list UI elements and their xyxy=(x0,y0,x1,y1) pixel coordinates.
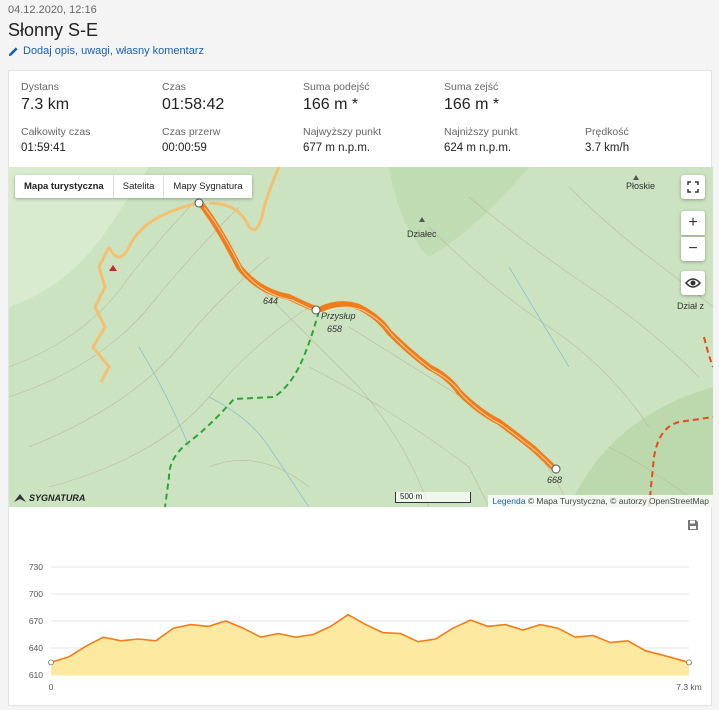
stat-descent: Suma zejść 166 m * xyxy=(444,81,584,114)
zoom-out-button[interactable]: − xyxy=(681,237,705,261)
map-label-668: 668 xyxy=(547,475,563,485)
elevation-chart[interactable]: 730 700 670 640 610 0 7.3 km xyxy=(9,541,713,701)
stat-label: Całkowity czas xyxy=(21,126,91,138)
stat-label: Najniższy punkt xyxy=(444,126,518,138)
plus-icon: + xyxy=(688,214,698,231)
stat-value: 624 m n.p.m. xyxy=(444,142,512,154)
y-tick-label: 610 xyxy=(29,670,43,680)
y-tick-label: 730 xyxy=(29,562,43,572)
stat-lowest-point: Najniższy punkt 624 m n.p.m. xyxy=(444,126,584,154)
stat-highest-point: Najwyższy punkt 677 m n.p.m. xyxy=(303,126,443,154)
stat-label: Suma podejść xyxy=(303,81,370,93)
pencil-icon xyxy=(8,46,18,56)
map-label-644: 644 xyxy=(263,296,279,306)
attribution-text: © Mapa Turystyczna, © autorzy OpenStreet… xyxy=(527,496,709,506)
stat-label: Prędkość xyxy=(585,126,629,138)
fullscreen-icon xyxy=(687,181,699,193)
layers-button[interactable] xyxy=(681,271,705,295)
elevation-point xyxy=(686,659,692,666)
activity-card: Dystans 7.3 km Czas 01:58:42 Suma podejś… xyxy=(8,70,713,706)
y-tick-label: 670 xyxy=(29,616,43,626)
elevation-area xyxy=(51,614,689,675)
stat-value: 677 m n.p.m. xyxy=(303,142,371,154)
map-label-ploskie: Płoskie xyxy=(626,181,656,191)
elevation-point xyxy=(48,659,54,666)
add-comment-label: Dodaj opis, uwagi, własny komentarz xyxy=(23,45,204,57)
stat-speed: Prędkość 3.7 km/h xyxy=(585,126,719,154)
stat-label: Czas przerw xyxy=(162,126,221,138)
stat-label: Suma zejść xyxy=(444,81,499,93)
save-icon[interactable] xyxy=(687,519,699,531)
x-start-label: 0 xyxy=(49,682,54,692)
stat-value: 166 m * xyxy=(444,96,500,113)
stat-label: Czas xyxy=(162,81,186,93)
stat-value: 3.7 km/h xyxy=(585,142,630,154)
stat-break-time: Czas przerw 00:00:59 xyxy=(162,126,302,154)
stat-label: Najwyższy punkt xyxy=(303,126,382,138)
x-end-label: 7.3 km xyxy=(676,682,702,692)
map-scale: 500 m xyxy=(395,492,471,503)
add-comment-link[interactable]: Dodaj opis, uwagi, własny komentarz xyxy=(8,45,204,57)
eye-icon xyxy=(685,278,701,288)
stat-value: 01:58:42 xyxy=(162,96,225,113)
bird-icon xyxy=(14,494,26,502)
stat-value: 01:59:41 xyxy=(21,142,66,154)
legend-link[interactable]: Legenda xyxy=(492,496,526,506)
stat-value: 00:00:59 xyxy=(162,142,207,154)
map-label-przyslup-height: 658 xyxy=(327,324,343,334)
map-label-przyslup: Przysłup xyxy=(321,311,356,321)
stat-distance: Dystans 7.3 km xyxy=(21,81,161,114)
tab-satellite[interactable]: Satelita xyxy=(114,175,165,198)
fullscreen-button[interactable] xyxy=(681,175,705,199)
map-type-tabs: Mapa turystyczna Satelita Mapy Sygnatura xyxy=(15,175,252,198)
activity-date: 04.12.2020, 12:16 xyxy=(8,4,97,16)
route-map[interactable]: Działec Płoskie Przysłup 658 644 668 Dzi… xyxy=(9,167,713,507)
logo-text: SYGNATURA xyxy=(29,493,86,503)
tab-tourist-map[interactable]: Mapa turystyczna xyxy=(15,175,114,198)
tab-sygnatura-maps[interactable]: Mapy Sygnatura xyxy=(173,181,243,192)
zoom-in-button[interactable]: + xyxy=(681,211,705,235)
stat-ascent: Suma podejść 166 m * xyxy=(303,81,443,114)
map-label-dzial: Dział z xyxy=(677,301,705,311)
stat-total-time: Całkowity czas 01:59:41 xyxy=(21,126,161,154)
stat-value: 7.3 km xyxy=(21,96,70,113)
map-attribution: Legenda © Mapa Turystyczna, © autorzy Op… xyxy=(488,495,713,507)
page-title: Słonny S-E xyxy=(8,20,99,40)
map-canvas[interactable] xyxy=(9,167,713,507)
stat-time: Czas 01:58:42 xyxy=(162,81,302,114)
map-label-dzialec: Działec xyxy=(407,229,437,239)
y-tick-label: 700 xyxy=(29,589,43,599)
sygnatura-logo: SYGNATURA xyxy=(13,492,85,504)
minus-icon: − xyxy=(688,240,698,257)
stat-label: Dystans xyxy=(21,81,59,93)
y-tick-label: 640 xyxy=(29,643,43,653)
stat-value: 166 m * xyxy=(303,96,359,113)
